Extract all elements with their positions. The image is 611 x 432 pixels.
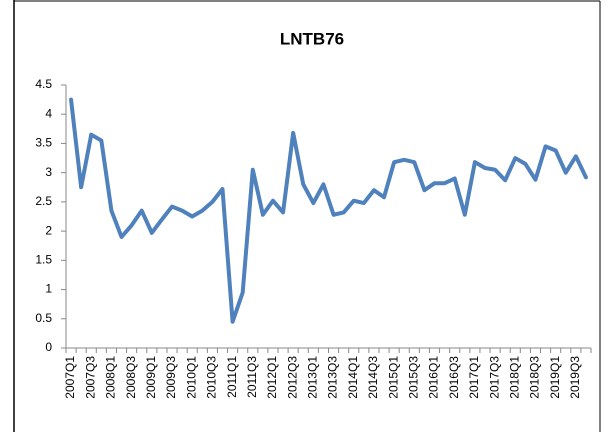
x-tick-label: 2015Q3 bbox=[406, 356, 420, 399]
x-tick-label: 2019Q1 bbox=[548, 356, 562, 399]
x-tick-label: 2018Q1 bbox=[507, 356, 521, 399]
y-tick-label: 0.5 bbox=[35, 311, 52, 325]
y-tick-label: 3.5 bbox=[35, 136, 52, 150]
x-tick-label: 2017Q1 bbox=[467, 356, 481, 399]
x-tick-label: 2008Q3 bbox=[124, 356, 138, 399]
x-tick-label: 2014Q1 bbox=[346, 356, 360, 399]
y-tick-label: 4.5 bbox=[35, 77, 52, 91]
x-tick-label: 2009Q3 bbox=[164, 356, 178, 399]
x-tick-label: 2018Q3 bbox=[528, 356, 542, 399]
x-tick-label: 2009Q1 bbox=[144, 356, 158, 399]
x-tick-label: 2007Q3 bbox=[83, 356, 97, 399]
y-tick-label: 0 bbox=[45, 340, 52, 354]
x-tick-label: 2013Q1 bbox=[306, 356, 320, 399]
x-tick-label: 2007Q1 bbox=[63, 356, 77, 399]
y-tick-label: 4 bbox=[45, 106, 52, 120]
x-tick-label: 2016Q1 bbox=[427, 356, 441, 399]
data-line bbox=[69, 97, 588, 324]
y-tick-label: 3 bbox=[45, 165, 52, 179]
x-tick-label: 2010Q3 bbox=[205, 356, 219, 399]
x-tick-label: 2019Q3 bbox=[568, 356, 582, 399]
y-tick-label: 1 bbox=[45, 282, 52, 296]
x-tick-label: 2012Q1 bbox=[265, 356, 279, 399]
y-tick-label: 2.5 bbox=[35, 194, 52, 208]
x-tick-label: 2012Q3 bbox=[285, 356, 299, 399]
x-tick-label: 2014Q3 bbox=[366, 356, 380, 399]
x-tick-label: 2008Q1 bbox=[104, 356, 118, 399]
chart-title: LNTB76 bbox=[280, 29, 344, 48]
y-tick-label: 2 bbox=[45, 223, 52, 237]
x-tick-label: 2011Q3 bbox=[245, 356, 259, 398]
x-tick-label: 2013Q3 bbox=[326, 356, 340, 399]
x-tick-label: 2016Q3 bbox=[447, 356, 461, 399]
y-tick-label: 1.5 bbox=[35, 253, 52, 267]
x-tick-label: 2017Q3 bbox=[487, 356, 501, 399]
x-tick-label: 2011Q1 bbox=[225, 356, 239, 398]
x-tick-label: 2015Q1 bbox=[386, 356, 400, 399]
x-tick-label: 2010Q1 bbox=[184, 356, 198, 399]
